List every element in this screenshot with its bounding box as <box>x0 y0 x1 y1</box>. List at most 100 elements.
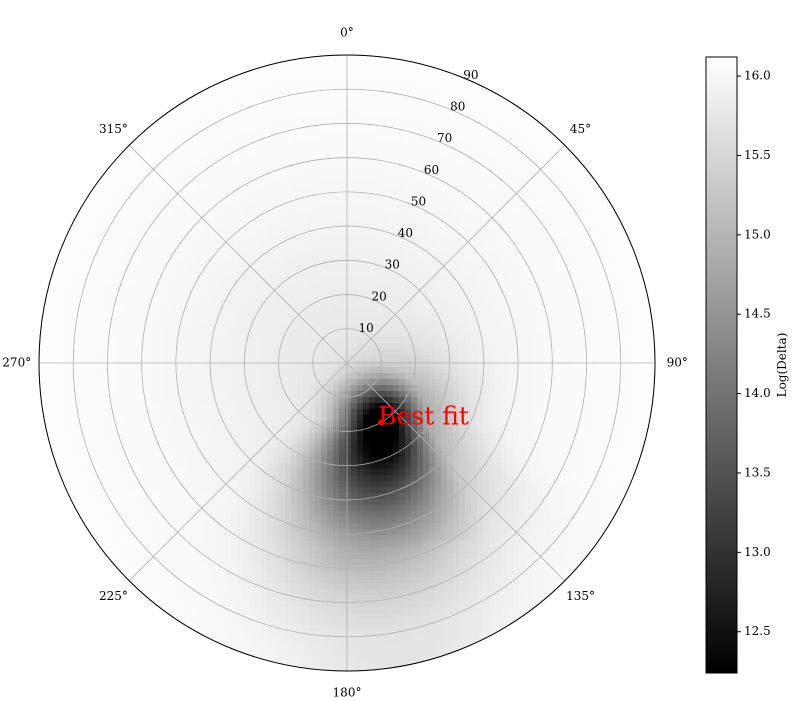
heatmap-cell <box>183 217 190 224</box>
heatmap-cell <box>507 133 514 140</box>
heatmap-cell <box>147 283 154 290</box>
heatmap-cell <box>387 337 394 344</box>
heatmap-cell <box>297 115 304 122</box>
heatmap-cell <box>489 139 496 146</box>
heatmap-cell <box>201 319 208 326</box>
heatmap-cell <box>405 217 412 224</box>
heatmap-cell <box>363 385 370 392</box>
heatmap-cell <box>555 313 562 320</box>
heatmap-cell <box>111 241 118 248</box>
heatmap-cell <box>153 385 160 392</box>
heatmap-cell <box>273 67 280 74</box>
heatmap-cell <box>555 211 562 218</box>
heatmap-cell <box>93 253 100 260</box>
heatmap-cell <box>243 253 250 260</box>
heatmap-cell <box>405 385 412 392</box>
heatmap-cell <box>555 217 562 224</box>
heatmap-cell <box>249 97 256 104</box>
heatmap-cell <box>105 277 112 284</box>
heatmap-cell <box>531 319 538 326</box>
heatmap-cell <box>39 307 46 314</box>
heatmap-cell <box>207 307 214 314</box>
heatmap-cell <box>351 265 358 272</box>
heatmap-cell <box>117 229 124 236</box>
heatmap-cell <box>111 355 118 362</box>
heatmap-cell <box>369 199 376 206</box>
heatmap-cell <box>399 313 406 320</box>
heatmap-cell <box>459 145 466 152</box>
heatmap-cell <box>633 313 640 320</box>
heatmap-cell <box>369 103 376 110</box>
heatmap-cell <box>507 139 514 146</box>
heatmap-cell <box>477 115 484 122</box>
heatmap-cell <box>567 337 574 344</box>
heatmap-cell <box>195 241 202 248</box>
heatmap-cell <box>579 349 586 356</box>
heatmap-cell <box>81 253 88 260</box>
heatmap-cell <box>519 397 526 404</box>
heatmap-cell <box>609 247 616 254</box>
heatmap-cell <box>375 247 382 254</box>
heatmap-cell <box>87 403 94 410</box>
heatmap-cell <box>531 193 538 200</box>
heatmap-cell <box>369 133 376 140</box>
heatmap-cell <box>633 295 640 302</box>
heatmap-cell <box>183 361 190 368</box>
heatmap-cell <box>99 199 106 206</box>
heatmap-cell <box>561 199 568 206</box>
heatmap-cell <box>387 115 394 122</box>
heatmap-cell <box>375 67 382 74</box>
heatmap-cell <box>501 175 508 182</box>
heatmap-cell <box>291 349 298 356</box>
heatmap-cell <box>249 61 256 68</box>
heatmap-cell <box>453 181 460 188</box>
heatmap-cell <box>225 223 232 230</box>
heatmap-cell <box>261 313 268 320</box>
heatmap-cell <box>387 199 394 206</box>
heatmap-cell <box>507 337 514 344</box>
heatmap-cell <box>513 361 520 368</box>
heatmap-cell <box>255 373 262 380</box>
heatmap-cell <box>93 223 100 230</box>
heatmap-cell <box>483 379 490 386</box>
heatmap-cell <box>339 241 346 248</box>
heatmap-cell <box>327 187 334 194</box>
heatmap-cell <box>225 181 232 188</box>
heatmap-cell <box>429 223 436 230</box>
heatmap-cell <box>291 151 298 158</box>
heatmap-cell <box>339 145 346 152</box>
heatmap-cell <box>501 379 508 386</box>
heatmap-cell <box>519 229 526 236</box>
heatmap-cell <box>477 271 484 278</box>
heatmap-cell <box>123 319 130 326</box>
heatmap-cell <box>435 325 442 332</box>
heatmap-cell <box>339 391 346 398</box>
heatmap-cell <box>69 253 76 260</box>
heatmap-cell <box>507 211 514 218</box>
heatmap-cell <box>627 259 634 266</box>
heatmap-cell <box>195 337 202 344</box>
heatmap-cell <box>183 169 190 176</box>
heatmap-cell <box>357 271 364 278</box>
heatmap-cell <box>51 349 58 356</box>
heatmap-cell <box>567 397 574 404</box>
heatmap-cell <box>303 361 310 368</box>
heatmap-cell <box>531 337 538 344</box>
heatmap-cell <box>609 223 616 230</box>
heatmap-cell <box>447 97 454 104</box>
heatmap-cell <box>411 397 418 404</box>
heatmap-cell <box>453 121 460 128</box>
heatmap-cell <box>375 85 382 92</box>
heatmap-cell <box>189 295 196 302</box>
heatmap-cell <box>567 313 574 320</box>
heatmap-cell <box>231 391 238 398</box>
heatmap-cell <box>357 235 364 242</box>
heatmap-cell <box>303 223 310 230</box>
heatmap-cell <box>315 211 322 218</box>
heatmap-cell <box>459 157 466 164</box>
heatmap-cell <box>477 313 484 320</box>
heatmap-cell <box>195 169 202 176</box>
heatmap-cell <box>267 325 274 332</box>
heatmap-cell <box>183 397 190 404</box>
heatmap-cell <box>129 247 136 254</box>
